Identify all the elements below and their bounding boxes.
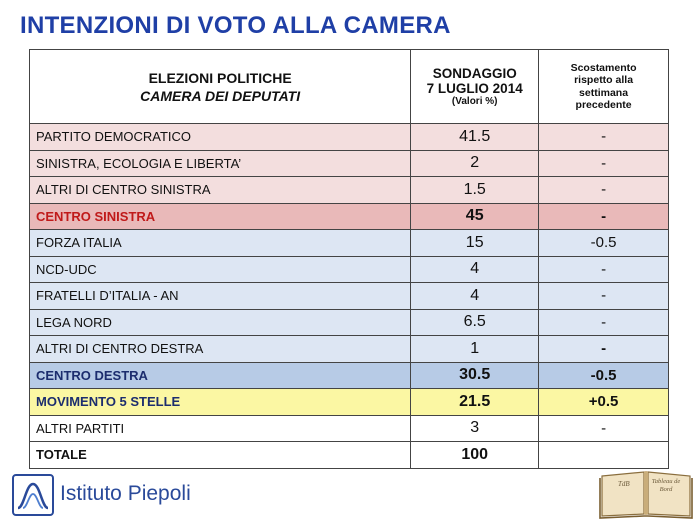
table-row: ALTRI DI CENTRO DESTRA 1 - [28,335,669,363]
change-value: - [538,335,669,363]
change-value: - [538,308,669,336]
poll-value: 3 [410,414,540,442]
party-name: ALTRI PARTITI [28,414,412,442]
poll-value: 45 [410,202,540,230]
table-row: LEGA NORD 6.5 - [28,308,669,336]
poll-value: 41.5 [410,123,540,151]
party-name: SINISTRA, ECOLOGIA E LIBERTA’ [28,149,412,177]
poll-value: 21.5 [410,388,540,416]
header-poll-unit: (Valori %) [451,96,498,107]
page-title: INTENZIONI DI VOTO ALLA CAMERA [20,12,451,39]
poll-value: 4 [410,255,540,283]
total-value: 100 [410,441,540,469]
change-value: - [538,202,669,230]
header-election-line2: CAMERA DEI DEPUTATI [140,87,301,104]
open-book-icon [599,471,693,519]
table-row: FRATELLI D’ITALIA - AN 4 - [28,282,669,310]
header-election-line1: ELEZIONI POLITICHE [148,69,292,86]
party-name: LEGA NORD [28,308,412,336]
poll-table: ELEZIONI POLITICHE CAMERA DEI DEPUTATI S… [28,49,669,469]
coalition-total-row: CENTRO SINISTRA 45 - [28,202,669,230]
poll-value: 1 [410,335,540,363]
table-header-row: ELEZIONI POLITICHE CAMERA DEI DEPUTATI S… [28,49,669,124]
coalition-name: CENTRO SINISTRA [28,202,412,230]
header-poll-date: 7 LUGLIO 2014 [426,81,523,96]
total-label: TOTALE [28,441,412,469]
tableau-de-bord-logo: TdB Tableau de Bord [598,468,694,520]
party-name: ALTRI DI CENTRO DESTRA [28,335,412,363]
table-row: NCD-UDC 4 - [28,255,669,283]
party-name: MOVIMENTO 5 STELLE [28,388,412,416]
change-value: - [538,255,669,283]
change-value: -0.5 [538,361,669,389]
change-value: - [538,176,669,204]
party-name: ALTRI DI CENTRO SINISTRA [28,176,412,204]
change-value: +0.5 [538,388,669,416]
party-name: FRATELLI D’ITALIA - AN [28,282,412,310]
total-row: TOTALE 100 [28,441,669,469]
change-value: - [538,123,669,151]
book-left-text: TdB [618,480,630,488]
book-right-text: Tableau de Bord [651,478,681,493]
poll-value: 30.5 [410,361,540,389]
coalition-name: CENTRO DESTRA [28,361,412,389]
change-value: - [538,414,669,442]
header-poll-cell: SONDAGGIO 7 LUGLIO 2014 (Valori %) [410,49,540,124]
header-poll-line1: SONDAGGIO [432,66,517,81]
piepoli-logo: Istituto Piepoli [12,472,202,518]
poll-value: 15 [410,229,540,257]
header-election-cell: ELEZIONI POLITICHE CAMERA DEI DEPUTATI [28,49,412,124]
total-change [538,441,669,469]
table-row: ALTRI PARTITI 3 - [28,414,669,442]
coalition-total-row: CENTRO DESTRA 30.5 -0.5 [28,361,669,389]
party-name: PARTITO DEMOCRATICO [28,123,412,151]
header-change-cell: Scostamento rispetto alla settimana prec… [538,49,669,124]
header-change-line1: Scostamento [570,61,637,74]
piepoli-logo-icon [12,474,54,516]
header-change-line4: precedente [575,99,632,111]
poll-value: 2 [410,149,540,177]
table-row: SINISTRA, ECOLOGIA E LIBERTA’ 2 - [28,149,669,177]
party-highlight-row: MOVIMENTO 5 STELLE 21.5 +0.5 [28,388,669,416]
table-row: ALTRI DI CENTRO SINISTRA 1.5 - [28,176,669,204]
poll-value: 1.5 [410,176,540,204]
poll-value: 6.5 [410,308,540,336]
change-value: -0.5 [538,229,669,257]
party-name: NCD-UDC [28,255,412,283]
header-change-line3: settimana [579,86,629,99]
party-name: FORZA ITALIA [28,229,412,257]
table-row: PARTITO DEMOCRATICO 41.5 - [28,123,669,151]
table-row: FORZA ITALIA 15 -0.5 [28,229,669,257]
change-value: - [538,282,669,310]
change-value: - [538,149,669,177]
poll-value: 4 [410,282,540,310]
logo-text: Istituto Piepoli [60,482,191,505]
header-change-line2: rispetto alla [574,74,634,86]
